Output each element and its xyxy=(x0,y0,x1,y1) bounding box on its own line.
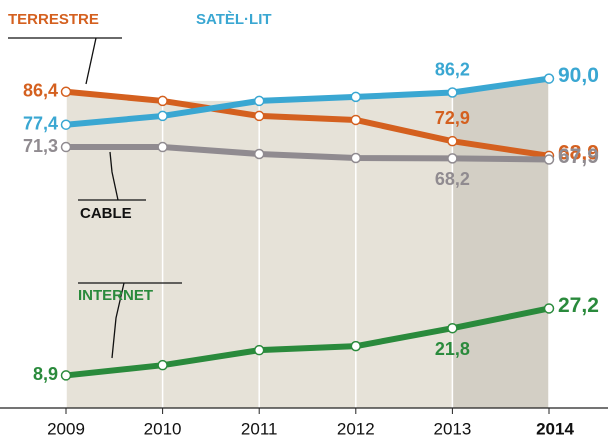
point xyxy=(157,95,168,107)
point xyxy=(253,148,265,160)
x-tick-label: 2010 xyxy=(144,419,182,438)
point xyxy=(543,73,555,84)
series-name: CABLE xyxy=(80,205,132,222)
data-label: 68,9 xyxy=(558,141,599,164)
line xyxy=(65,88,550,159)
point xyxy=(60,370,72,381)
x-tick-label: 2013 xyxy=(433,419,471,438)
point xyxy=(350,114,362,126)
data-label: 86,4 xyxy=(23,81,58,101)
point xyxy=(60,141,72,153)
point xyxy=(447,153,458,164)
data-label: 21,8 xyxy=(435,339,470,359)
point xyxy=(350,91,362,103)
point xyxy=(253,344,265,356)
callout xyxy=(109,151,119,201)
x-tick-label: 2012 xyxy=(337,419,375,438)
data-label: 67,9 xyxy=(558,145,599,168)
point xyxy=(253,95,265,107)
data-label: 72,9 xyxy=(435,108,470,128)
line xyxy=(65,75,550,128)
background xyxy=(65,78,550,414)
point xyxy=(253,110,265,122)
point xyxy=(543,303,555,314)
point xyxy=(447,87,458,98)
point xyxy=(60,119,72,130)
line xyxy=(65,305,550,379)
point xyxy=(543,154,555,165)
point xyxy=(157,141,168,153)
callout xyxy=(111,282,125,359)
x-tick-label: 2009 xyxy=(47,419,85,438)
point xyxy=(447,135,458,147)
data-label: 71,3 xyxy=(23,136,58,156)
x-tick-label: 2011 xyxy=(241,419,278,438)
callouts xyxy=(8,37,182,359)
point xyxy=(60,86,72,98)
data-label: 77,4 xyxy=(23,113,58,133)
point xyxy=(447,322,458,334)
data-label: 8,9 xyxy=(33,364,58,384)
callout xyxy=(85,37,97,85)
point xyxy=(157,359,168,371)
point xyxy=(350,152,362,164)
data-label: 86,2 xyxy=(435,59,470,79)
x-tick-label: 2014 xyxy=(536,419,574,438)
line xyxy=(66,144,550,163)
data-label: 68,2 xyxy=(435,169,470,189)
series-name: SATÈL·LIT xyxy=(196,11,272,28)
point xyxy=(157,110,168,122)
data-label: 27,2 xyxy=(558,294,599,317)
series-name: INTERNET xyxy=(78,287,153,304)
data-label: 90,0 xyxy=(558,64,599,87)
point xyxy=(350,340,362,352)
series-name: TERRESTRE xyxy=(8,11,99,28)
